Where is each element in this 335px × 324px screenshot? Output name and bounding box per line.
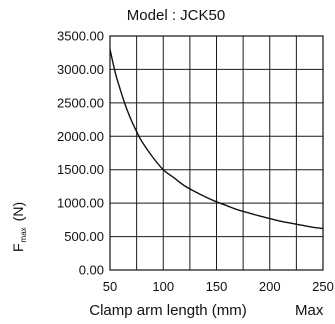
x-tick-label: 200: [259, 279, 281, 294]
y-axis-label: Fmax (N): [10, 202, 28, 252]
y-tick-label: 500.00: [64, 229, 104, 244]
series-line: [109, 49, 324, 230]
y-tick-label: 2000.00: [57, 129, 104, 144]
y-tick-label: 1000.00: [57, 196, 104, 211]
series-layer: [109, 49, 324, 230]
chart-title: Model : JCK50: [127, 7, 225, 24]
x-tick-label: 150: [206, 279, 228, 294]
svg-text:Fmax(N): Fmax (N): [10, 202, 28, 252]
y-tick-label: 2500.00: [57, 95, 104, 110]
y-tick-label: 3500.00: [57, 29, 104, 44]
x-axis-label-max: Max: [295, 302, 324, 319]
y-axis-label-main: F: [10, 243, 26, 252]
x-axis-label: Clamp arm length (mm): [89, 302, 247, 319]
tick-labels: 0.00 500.00 1000.00 1500.00 2000.00 2500.00 30…: [57, 29, 334, 295]
x-tick-label: 250: [312, 279, 334, 294]
x-tick-label: 50: [103, 279, 117, 294]
grid: [109, 35, 324, 271]
y-axis-label-unit: (N): [10, 202, 26, 221]
x-tick-label: 100: [152, 279, 174, 294]
y-tick-label: 0.00: [79, 263, 104, 278]
plot-frame: [109, 35, 324, 271]
y-tick-label: 1500.00: [57, 162, 104, 177]
y-axis-label-sub: max: [19, 227, 28, 242]
y-tick-label: 3000.00: [57, 62, 104, 77]
